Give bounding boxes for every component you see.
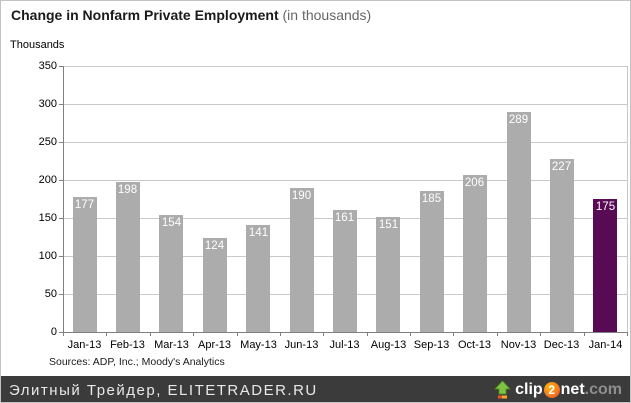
clip2net-wordmark: clip 2 net .com xyxy=(515,381,622,399)
bar-Jun-13 xyxy=(290,188,314,332)
x-axis-label-Dec-13: Dec-13 xyxy=(543,339,580,351)
bar-value-Jul-13: 161 xyxy=(334,212,355,224)
gridline-250 xyxy=(63,142,627,143)
x-axis-label-Jan-14: Jan-14 xyxy=(588,339,623,351)
bar-value-Sep-13: 185 xyxy=(421,193,442,205)
x-tick-3 xyxy=(193,332,194,336)
x-axis-label-Jul-13: Jul-13 xyxy=(329,339,360,351)
y-axis-label-300: 300 xyxy=(38,98,57,110)
y-axis-label-0: 0 xyxy=(50,326,57,338)
x-axis-label-Sep-13: Sep-13 xyxy=(413,339,450,351)
upload-arrow-icon xyxy=(494,381,512,399)
bar-May-13 xyxy=(246,225,270,332)
bar-value-Jun-13: 190 xyxy=(291,190,312,202)
y-tick-0 xyxy=(59,332,63,333)
bar-Dec-13 xyxy=(550,159,574,332)
chart-title-row: Change in Nonfarm Private Employment (in… xyxy=(11,7,371,23)
x-axis-label-Nov-13: Nov-13 xyxy=(500,339,537,351)
bar-Mar-13 xyxy=(159,215,183,332)
bar-value-May-13: 141 xyxy=(248,227,269,239)
y-tick-100 xyxy=(59,256,63,257)
gridline-300 xyxy=(63,104,627,105)
plot-area-right-border xyxy=(627,66,628,332)
y-axis-units-label: Thousands xyxy=(10,39,65,51)
x-tick-8 xyxy=(410,332,411,336)
chart-title: Change in Nonfarm Private Employment xyxy=(11,7,279,23)
x-tick-end xyxy=(627,332,628,336)
logo-text-net: net xyxy=(560,381,585,398)
x-axis-label-Apr-13: Apr-13 xyxy=(197,339,232,351)
watermark-banner: Элитный Трейдер, ELITETRADER.RU clip 2 n… xyxy=(1,376,630,402)
y-tick-250 xyxy=(59,142,63,143)
x-tick-2 xyxy=(150,332,151,336)
bar-Aug-13 xyxy=(376,217,400,332)
logo-text-dotcom: .com xyxy=(584,381,622,398)
y-axis-label-250: 250 xyxy=(38,136,57,148)
bar-Jul-13 xyxy=(333,210,357,332)
y-tick-150 xyxy=(59,218,63,219)
bar-Jan-13 xyxy=(73,197,97,332)
y-tick-50 xyxy=(59,294,63,295)
y-tick-300 xyxy=(59,104,63,105)
bar-Apr-13 xyxy=(203,238,227,332)
x-tick-6 xyxy=(323,332,324,336)
x-axis-label-Jun-13: Jun-13 xyxy=(284,339,319,351)
gridline-200 xyxy=(63,180,627,181)
x-tick-1 xyxy=(106,332,107,336)
bar-Oct-13 xyxy=(463,175,487,332)
bar-value-Nov-13: 289 xyxy=(508,114,529,126)
y-axis-label-200: 200 xyxy=(38,174,57,186)
y-tick-200 xyxy=(59,180,63,181)
x-tick-7 xyxy=(367,332,368,336)
y-axis-label-50: 50 xyxy=(44,288,57,300)
logo-text-clip: clip xyxy=(515,381,543,398)
bar-value-Apr-13: 124 xyxy=(204,240,225,252)
x-tick-4 xyxy=(237,332,238,336)
y-axis-label-150: 150 xyxy=(38,212,57,224)
y-tick-350 xyxy=(59,66,63,67)
bar-value-Aug-13: 151 xyxy=(378,219,399,231)
bar-Jan-14 xyxy=(593,199,617,332)
logo-text-two: 2 xyxy=(543,382,560,398)
x-axis-label-Feb-13: Feb-13 xyxy=(110,339,145,351)
x-tick-12 xyxy=(584,332,585,336)
bar-value-Mar-13: 154 xyxy=(161,217,182,229)
x-axis-label-Aug-13: Aug-13 xyxy=(370,339,407,351)
bar-Nov-13 xyxy=(507,112,531,332)
watermark-text: Элитный Трейдер, ELITETRADER.RU xyxy=(9,381,318,399)
x-axis-label-Oct-13: Oct-13 xyxy=(457,339,491,351)
x-tick-11 xyxy=(540,332,541,336)
x-axis-label-Mar-13: Mar-13 xyxy=(154,339,189,351)
y-axis-label-100: 100 xyxy=(38,250,57,262)
x-axis-label-Jan-13: Jan-13 xyxy=(67,339,102,351)
x-axis-line xyxy=(63,332,628,333)
bar-value-Oct-13: 206 xyxy=(464,177,485,189)
x-tick-5 xyxy=(280,332,281,336)
sources-note: Sources: ADP, Inc.; Moody's Analytics xyxy=(49,356,225,368)
bar-Feb-13 xyxy=(116,182,140,332)
clip2net-logo: clip 2 net .com xyxy=(494,381,622,399)
y-axis-line xyxy=(63,66,64,332)
bar-value-Dec-13: 227 xyxy=(551,161,572,173)
bar-value-Jan-14: 175 xyxy=(595,201,616,213)
bar-value-Feb-13: 198 xyxy=(117,184,138,196)
gridline-350 xyxy=(63,66,627,67)
chart-subtitle: (in thousands) xyxy=(278,7,372,23)
y-axis-label-350: 350 xyxy=(38,60,57,72)
x-axis-label-May-13: May-13 xyxy=(240,339,277,351)
x-tick-10 xyxy=(497,332,498,336)
bar-value-Jan-13: 177 xyxy=(74,199,95,211)
x-tick-9 xyxy=(453,332,454,336)
x-tick-0 xyxy=(63,332,64,336)
bar-Sep-13 xyxy=(420,191,444,332)
